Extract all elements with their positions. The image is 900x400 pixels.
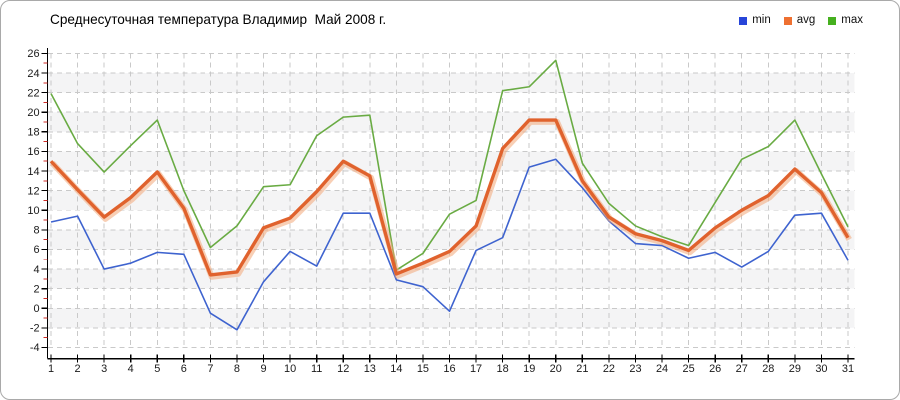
x-tick-label: 21 bbox=[576, 363, 588, 375]
y-tick-label: 26 bbox=[27, 48, 39, 60]
x-tick-label: 18 bbox=[497, 363, 509, 375]
plot-band bbox=[48, 73, 855, 93]
y-tick-label: 8 bbox=[33, 225, 39, 237]
x-tick-label: 5 bbox=[154, 363, 160, 375]
x-tick-label: 17 bbox=[470, 363, 482, 375]
y-tick-label: 6 bbox=[33, 244, 39, 256]
y-tick-label: -2 bbox=[30, 323, 40, 335]
x-tick-label: 24 bbox=[656, 363, 668, 375]
x-tick-label: 20 bbox=[550, 363, 562, 375]
plot-band bbox=[48, 112, 855, 132]
legend-item-max: max bbox=[828, 14, 863, 26]
plot-band bbox=[48, 288, 855, 309]
x-tick-label: 1 bbox=[48, 363, 54, 375]
x-tick-label: 11 bbox=[311, 363, 322, 375]
y-tick-label: 0 bbox=[33, 303, 39, 315]
x-tick-label: 7 bbox=[207, 363, 213, 375]
x-tick-label: 3 bbox=[101, 363, 107, 375]
x-tick-label: 9 bbox=[260, 363, 266, 375]
plot-band bbox=[48, 53, 855, 74]
y-tick-label: 20 bbox=[27, 107, 39, 119]
y-tick-label: 10 bbox=[27, 205, 39, 217]
plot-band bbox=[48, 308, 855, 328]
avg-series-swatch bbox=[783, 16, 792, 25]
x-tick-label: 25 bbox=[683, 363, 695, 375]
y-tick-label: -4 bbox=[30, 342, 40, 354]
x-tick-label: 22 bbox=[603, 363, 615, 375]
x-tick-label: 6 bbox=[181, 363, 187, 375]
y-tick-label: 22 bbox=[27, 87, 39, 99]
chart-title: Среднесуточная температура Владимир Май … bbox=[50, 12, 387, 27]
plot-band bbox=[48, 269, 855, 289]
max-series-swatch bbox=[828, 16, 837, 25]
plot-band bbox=[48, 171, 855, 191]
x-tick-label: 19 bbox=[523, 363, 535, 375]
y-tick-label: 14 bbox=[27, 166, 39, 178]
plot-band bbox=[48, 92, 855, 113]
x-tick-label: 10 bbox=[284, 363, 296, 375]
x-tick-label: 26 bbox=[709, 363, 721, 375]
x-tick-label: 15 bbox=[417, 363, 429, 375]
series-line-avg bbox=[49, 118, 850, 277]
x-tick-label: 28 bbox=[762, 363, 774, 375]
plot-band bbox=[48, 190, 855, 211]
x-tick-label: 23 bbox=[629, 363, 641, 375]
y-tick-label: 2 bbox=[33, 283, 39, 295]
x-tick-label: 4 bbox=[128, 363, 134, 375]
x-tick-label: 27 bbox=[736, 363, 748, 375]
legend-item-avg: avg bbox=[783, 14, 816, 26]
series-line-min bbox=[50, 158, 849, 331]
y-tick-label: 16 bbox=[27, 146, 39, 158]
x-tick-label: 16 bbox=[443, 363, 455, 375]
min-series-swatch bbox=[739, 16, 748, 25]
x-tick-label: 8 bbox=[234, 363, 240, 375]
y-tick-label: 18 bbox=[27, 127, 39, 139]
y-tick-label: 24 bbox=[27, 68, 39, 80]
x-tick-label: 12 bbox=[337, 363, 349, 375]
legend-item-min: min bbox=[739, 14, 771, 26]
x-tick-label: 31 bbox=[842, 363, 854, 375]
x-tick-label: 14 bbox=[390, 363, 402, 375]
plot-band bbox=[48, 151, 855, 172]
plot-band bbox=[48, 210, 855, 230]
gridlines bbox=[48, 52, 855, 348]
series-line-max bbox=[50, 59, 849, 271]
legend-item-max-label: max bbox=[841, 14, 863, 26]
plot-band bbox=[48, 327, 855, 348]
legend-item-avg-label: avg bbox=[796, 14, 816, 26]
axes bbox=[46, 47, 855, 360]
plot-band bbox=[48, 131, 855, 152]
x-tick-label: 2 bbox=[75, 363, 81, 375]
legend-item-min-label: min bbox=[752, 14, 771, 26]
plot-band bbox=[48, 229, 855, 250]
x-tick-label: 13 bbox=[364, 363, 376, 375]
x-tick-label: 30 bbox=[815, 363, 827, 375]
y-tick-label: 4 bbox=[33, 264, 39, 276]
legend: min avg max bbox=[739, 14, 863, 26]
y-tick-label: 12 bbox=[27, 185, 39, 197]
x-tick-label: 29 bbox=[789, 363, 801, 375]
